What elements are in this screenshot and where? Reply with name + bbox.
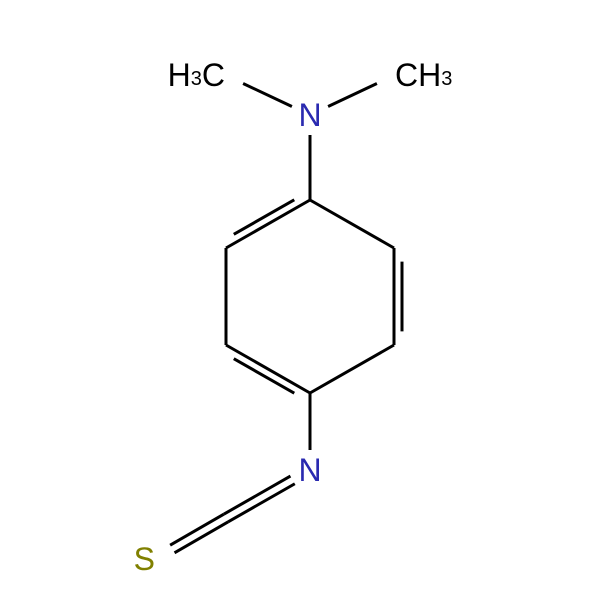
atom-label-N_bot: N <box>298 452 321 488</box>
molecule-diagram: H3C CH3 N N S <box>0 0 600 600</box>
atom-label-C1_top: H3C <box>168 57 225 93</box>
atom-label-C2_top: CH3 <box>395 57 452 93</box>
atom-label-N_top: N <box>298 97 321 133</box>
atom-label-S: S <box>134 541 155 577</box>
